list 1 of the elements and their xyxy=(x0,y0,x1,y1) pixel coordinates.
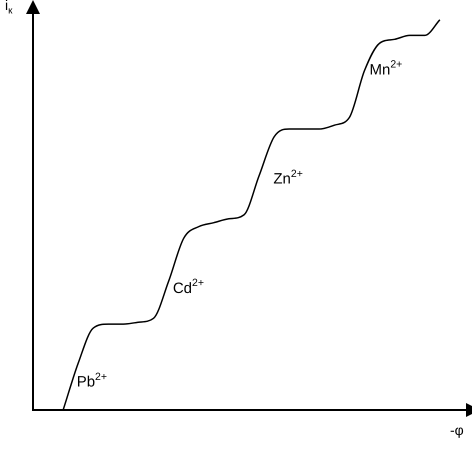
x-axis-title: -φ xyxy=(450,422,464,438)
